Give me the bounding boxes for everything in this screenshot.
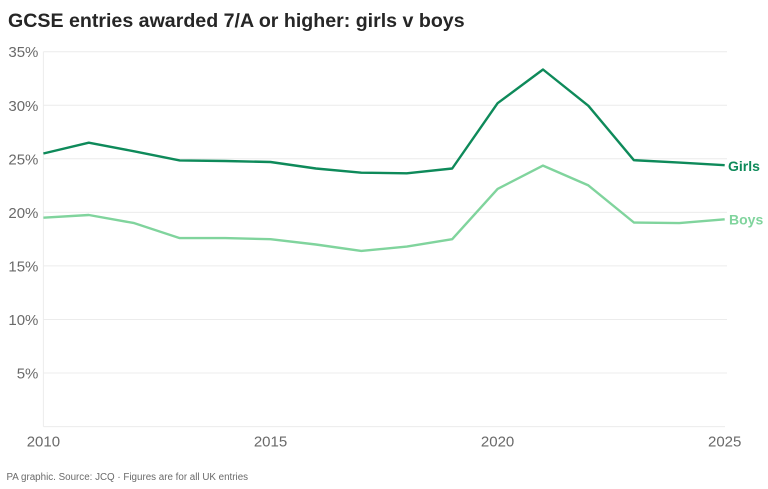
svg-text:10%: 10% [8,312,38,329]
svg-text:PA graphic. Source: JCQ · Figu: PA graphic. Source: JCQ · Figures are fo… [7,472,249,483]
svg-text:25%: 25% [8,151,38,168]
svg-text:5%: 5% [17,366,39,383]
svg-text:Girls: Girls [728,158,760,174]
svg-text:35%: 35% [8,44,38,61]
svg-text:Boys: Boys [729,212,763,228]
svg-text:2015: 2015 [254,434,287,451]
svg-text:2020: 2020 [481,434,514,451]
svg-text:15%: 15% [8,258,38,275]
svg-text:20%: 20% [8,205,38,222]
svg-text:30%: 30% [8,98,38,115]
svg-text:2010: 2010 [27,434,60,451]
svg-text:GCSE entries awarded 7/A or hi: GCSE entries awarded 7/A or higher: girl… [8,10,465,32]
svg-text:2025: 2025 [708,434,741,451]
